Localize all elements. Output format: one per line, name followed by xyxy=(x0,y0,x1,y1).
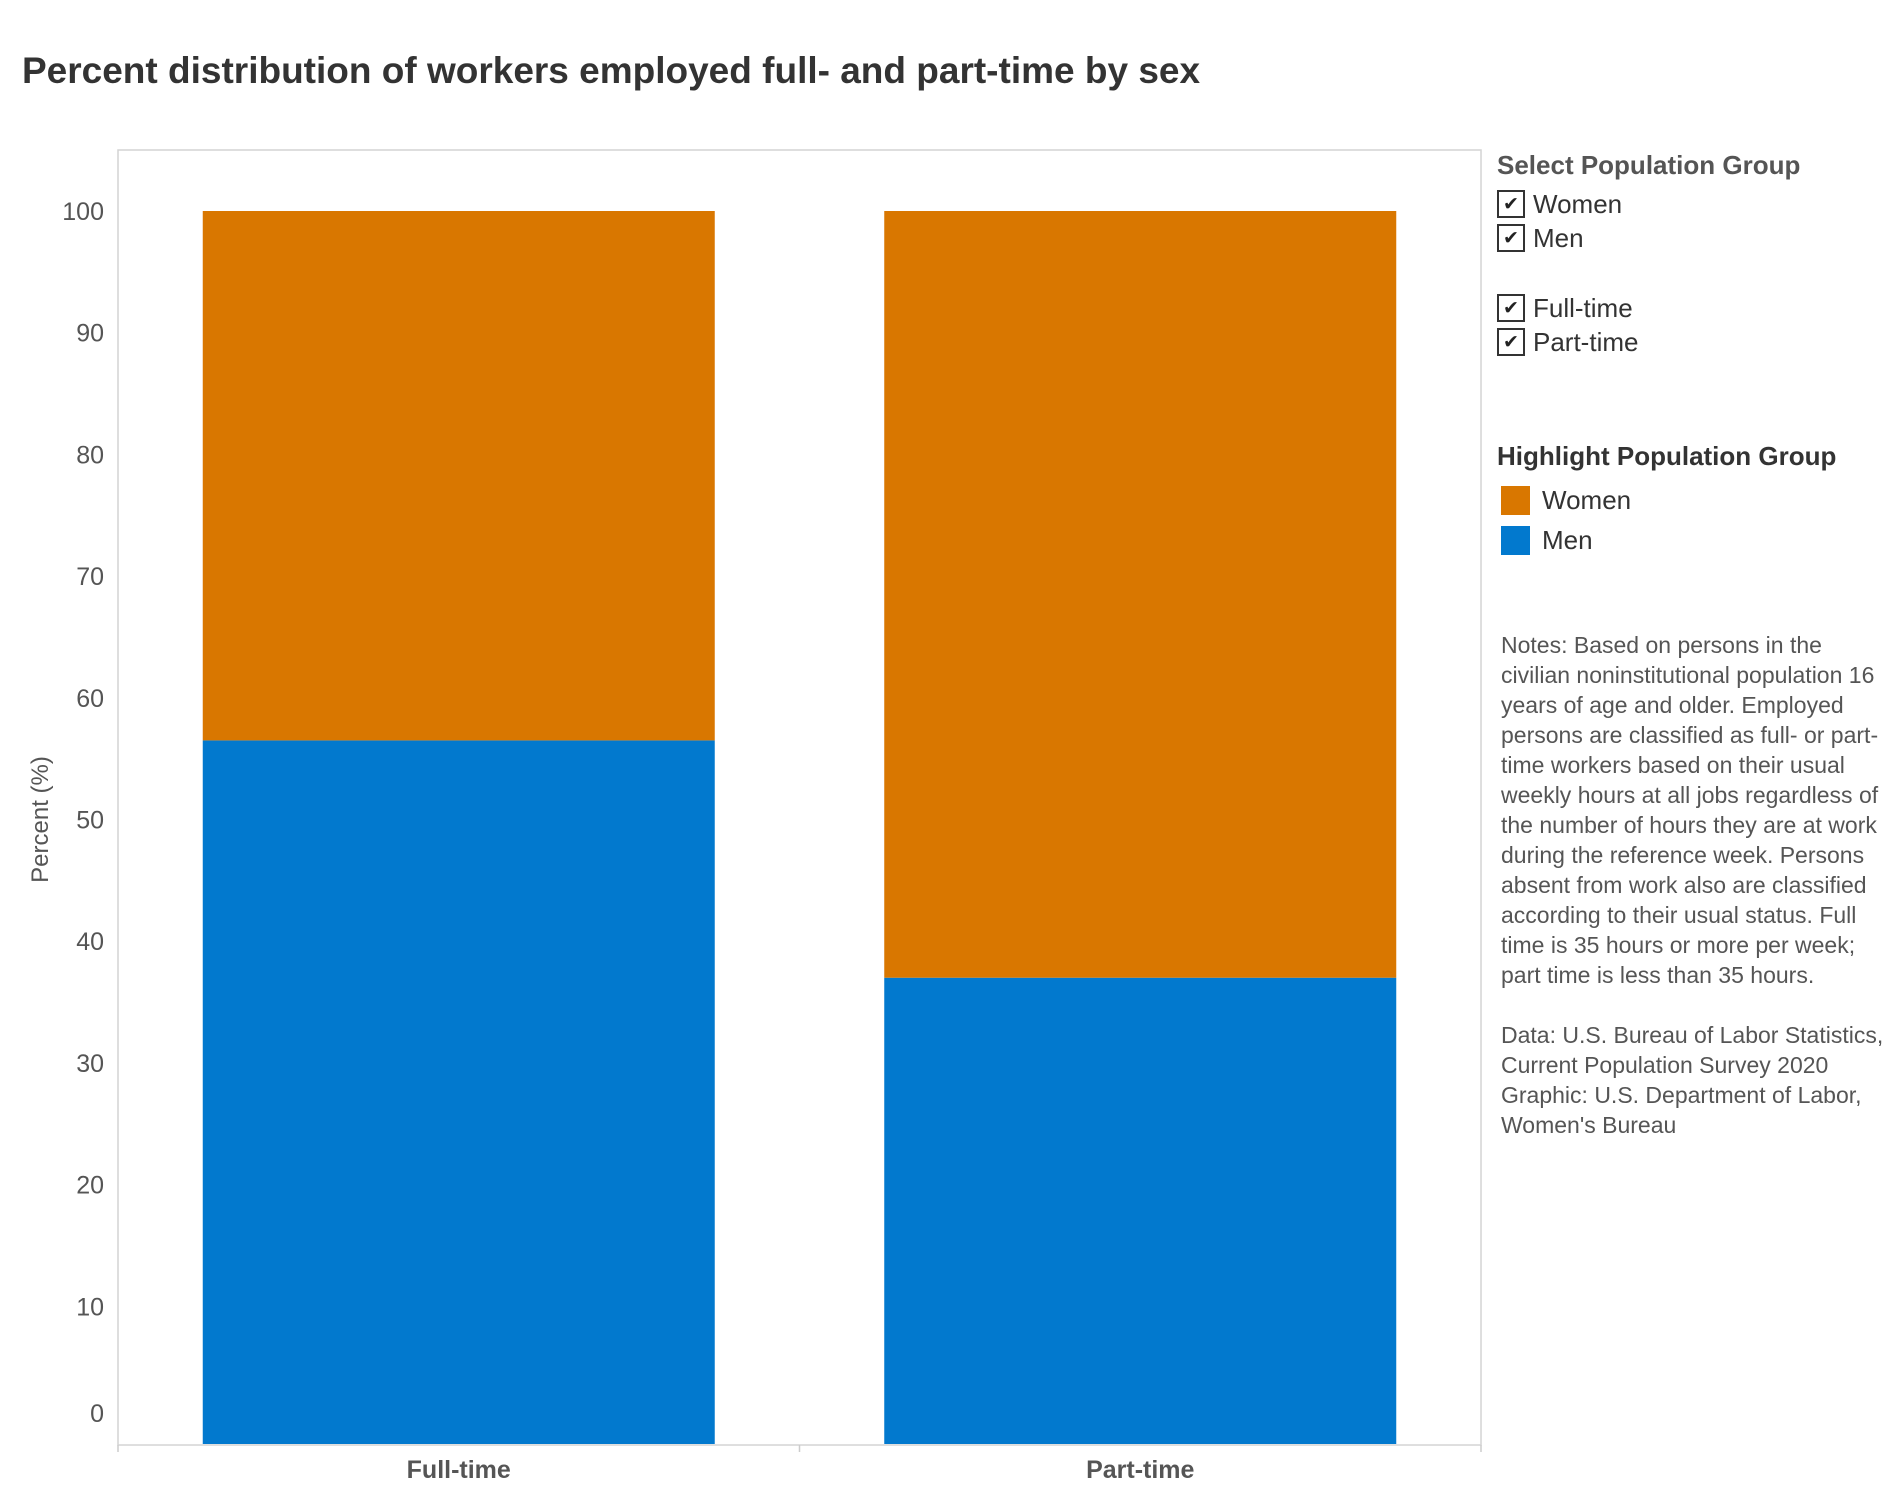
legend-label-women: Women xyxy=(1542,484,1632,515)
legend-label-men: Men xyxy=(1542,524,1593,555)
legend-swatch-women xyxy=(1501,485,1530,515)
checkbox-men-label: Men xyxy=(1533,222,1584,253)
y-tick-label: 20 xyxy=(76,1172,104,1200)
checkbox-part-time-label: Part-time xyxy=(1533,326,1639,357)
y-tick-label: 90 xyxy=(76,320,104,348)
legend-swatch-men xyxy=(1501,525,1530,555)
y-tick-label: 70 xyxy=(76,563,104,591)
checkbox-men-box[interactable]: ✔ xyxy=(1497,224,1525,252)
bar-men-full-time xyxy=(202,740,715,1444)
y-tick-label: 30 xyxy=(76,1050,104,1078)
x-tick-label: Part-time xyxy=(1086,1456,1194,1484)
source-data: Data: U.S. Bureau of Labor Statistics, C… xyxy=(1501,1022,1884,1078)
y-tick-label: 60 xyxy=(76,685,104,713)
checkbox-women-label: Women xyxy=(1533,188,1623,219)
legend-item-women[interactable]: Women xyxy=(1497,480,1887,520)
select-population-heading: Select Population Group xyxy=(1497,150,1801,180)
checkbox-part-time-box[interactable]: ✔ xyxy=(1497,328,1525,356)
y-tick-label: 80 xyxy=(76,441,104,469)
bar-women-part-time xyxy=(884,211,1397,978)
checkbox-women[interactable]: ✔ Women xyxy=(1497,187,1887,221)
checkbox-full-time-label: Full-time xyxy=(1533,292,1633,323)
stacked-bar-chart: 0 10 20 30 40 50 60 70 80 90 100 Percent (%) Full-ti… xyxy=(27,149,1482,1484)
checkbox-full-time-box[interactable]: ✔ xyxy=(1497,294,1525,322)
notes-text: Notes: Based on persons in the civilian … xyxy=(1501,632,1879,988)
source-graphic: Graphic: U.S. Department of Labor, Women… xyxy=(1501,1082,1862,1138)
checkbox-part-time[interactable]: ✔ Part-time xyxy=(1497,325,1887,359)
legend-item-men[interactable]: Men xyxy=(1497,520,1887,560)
side-panel: Select Population Group ✔ Women ✔ Men ✔ … xyxy=(1497,150,1887,1140)
y-tick-label: 40 xyxy=(76,928,104,956)
bar-men-part-time xyxy=(884,977,1397,1444)
checkbox-women-box[interactable]: ✔ xyxy=(1497,190,1525,218)
source-block: Data: U.S. Bureau of Labor Statistics, C… xyxy=(1501,1020,1886,1140)
checkbox-full-time[interactable]: ✔ Full-time xyxy=(1497,291,1887,325)
y-tick-label: 50 xyxy=(76,807,104,835)
highlight-population-heading: Highlight Population Group xyxy=(1497,441,1837,471)
checkbox-men[interactable]: ✔ Men xyxy=(1497,221,1887,255)
y-tick-label: 10 xyxy=(76,1293,104,1321)
x-tick-label: Full-time xyxy=(407,1456,511,1484)
y-tick-label: 100 xyxy=(62,198,104,226)
chart-title: Percent distribution of workers employed… xyxy=(22,50,1201,91)
y-tick-label: 0 xyxy=(90,1400,104,1428)
bar-women-full-time xyxy=(202,211,715,741)
y-axis-label: Percent (%) xyxy=(27,756,54,883)
